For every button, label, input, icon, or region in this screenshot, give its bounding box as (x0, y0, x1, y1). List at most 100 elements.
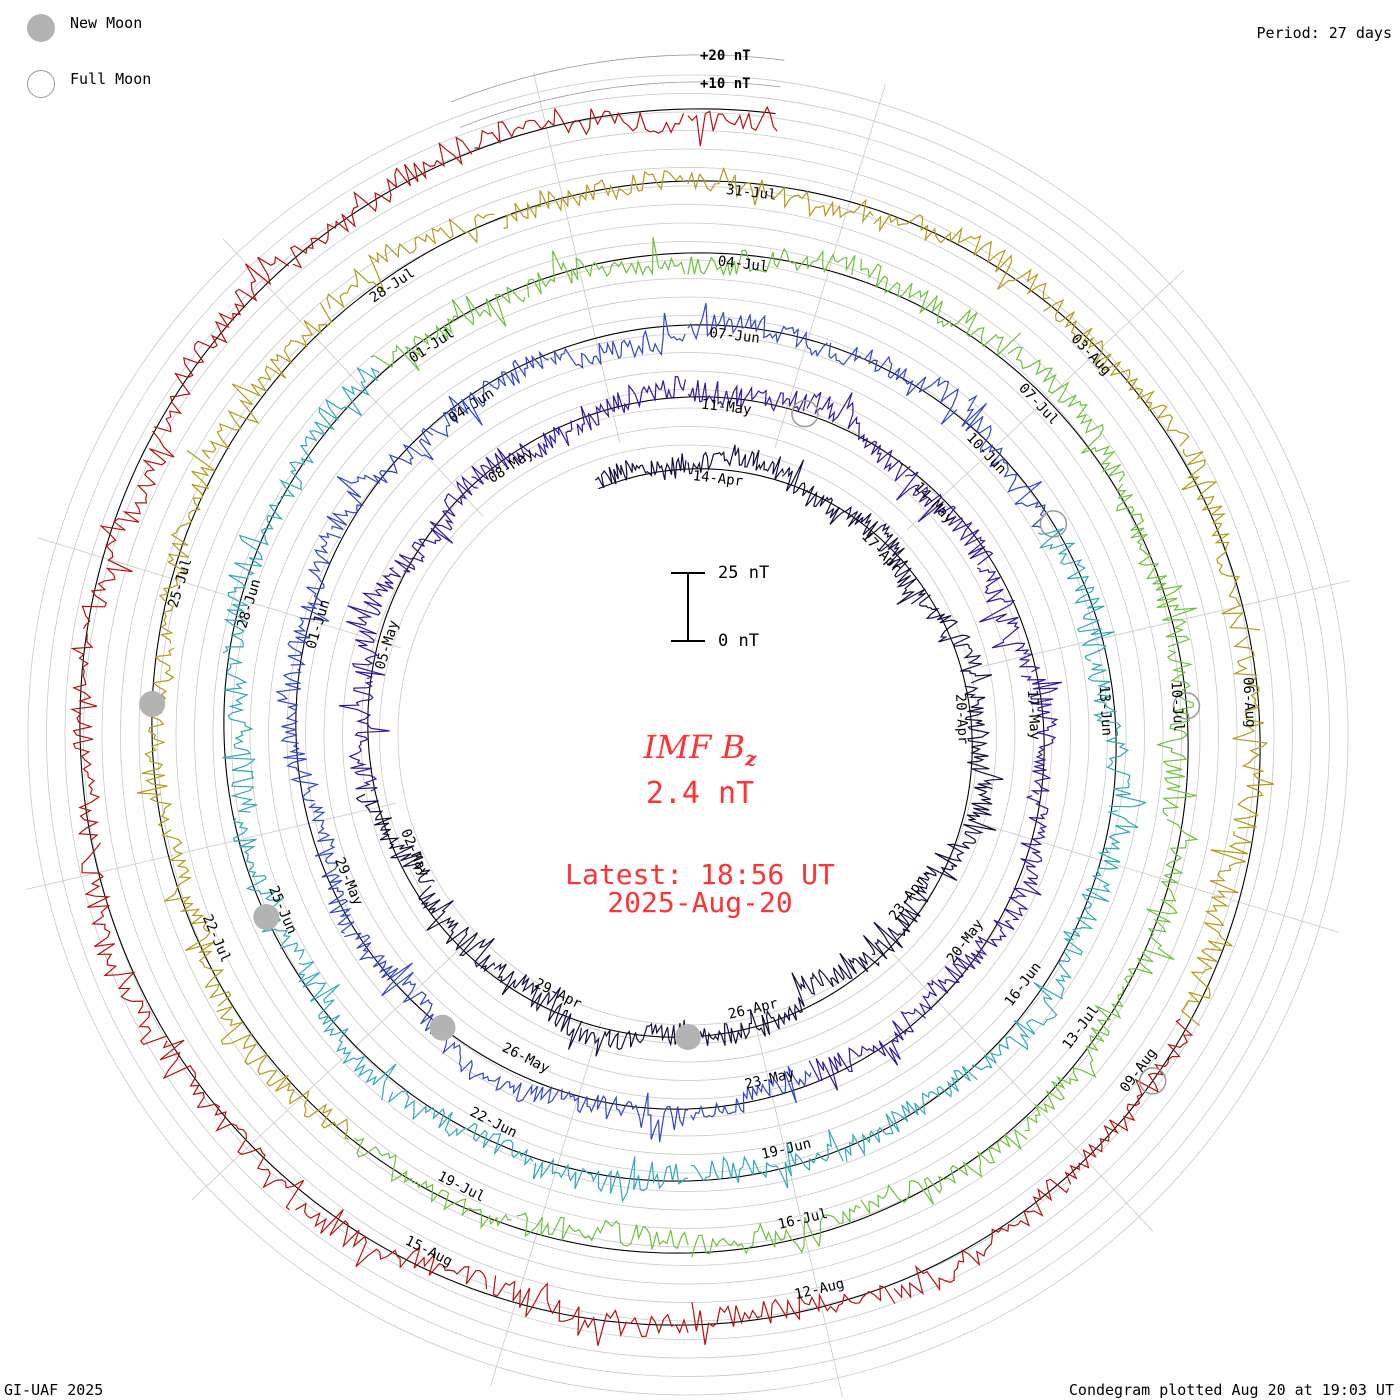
date-label: 17-May (1024, 689, 1043, 740)
grid-ring (249, 296, 1127, 1174)
date-label: 11-May (700, 397, 752, 419)
bz-trace-segment (1020, 675, 1063, 795)
bz-trace-segment (961, 394, 1046, 529)
grid-ring (101, 148, 1275, 1322)
grid-spoke (774, 84, 886, 449)
full-moon-marker (791, 399, 819, 428)
bz-trace-segment (691, 1129, 844, 1189)
date-label: 01-Jun (303, 598, 333, 651)
bz-trace-segment (1180, 831, 1252, 1027)
bz-trace-segment (295, 1202, 488, 1289)
bz-trace-group (70, 105, 1275, 1346)
moon-phase-markers (139, 399, 1201, 1095)
bz-trace-segment (896, 471, 994, 566)
bz-trace-segment (594, 453, 687, 489)
latest-time: Latest: 18:56 UT (565, 858, 835, 891)
bz-trace-segment (1087, 663, 1148, 808)
bz-trace-segment (503, 169, 685, 230)
grid-ring (194, 241, 1182, 1229)
latest-date: 2025-Aug-20 (607, 886, 793, 919)
grid-spoke (533, 72, 621, 443)
bz-trace-segment (806, 391, 911, 482)
date-label: 09-Aug (1117, 1045, 1160, 1095)
grid-ring (286, 333, 1090, 1137)
reference-level-10 (460, 81, 781, 128)
grid-ring (138, 185, 1238, 1285)
date-label: 19-Jun (760, 1136, 813, 1163)
new-moon-marker (253, 904, 280, 930)
bz-trace-segment (474, 107, 685, 149)
new-moon-marker (429, 1014, 456, 1041)
grid-rings (27, 74, 1349, 1396)
bz-trace-segment (355, 793, 435, 883)
bz-trace-segment (1232, 635, 1275, 829)
new-moon-marker (675, 1024, 701, 1050)
bz-trace-segment (287, 532, 342, 666)
current-value: 2.4 nT (645, 776, 755, 811)
bz-trace-segment (1024, 985, 1125, 1132)
grid-spoke (906, 269, 1185, 531)
grid-ring (83, 130, 1293, 1340)
bz-trace-segment (873, 213, 1050, 300)
bz-trace-segment (70, 633, 101, 841)
date-label: 04-Jul (717, 253, 769, 275)
full-moon-marker (1138, 1067, 1167, 1095)
bz-trace-segment (828, 342, 959, 425)
bz-trace-segment (338, 681, 390, 792)
grid-spoke (490, 1021, 602, 1386)
grid-ring (27, 74, 1349, 1396)
grid-ring (212, 259, 1164, 1211)
bz-trace-segment (441, 1028, 560, 1104)
bz-trace-segment (307, 803, 355, 934)
bz-trace-segment (1063, 810, 1139, 956)
scale-bar (671, 572, 705, 642)
bz-trace-segment (971, 951, 1072, 1071)
bz-trace-segment (388, 1090, 534, 1167)
bz-trace-segment (893, 1178, 1070, 1299)
bz-trace-segment (326, 427, 434, 530)
date-label: 10-Jul (1168, 681, 1187, 732)
bz-trace-segment (925, 786, 997, 881)
bz-trace-segment (862, 872, 930, 960)
day-spokes (25, 72, 1351, 1398)
grid-ring (64, 111, 1312, 1359)
bz-trace-segment (687, 247, 856, 277)
full-moon-marker (1039, 510, 1068, 538)
chart-title-main: IMF B (643, 728, 745, 766)
bz-trace-segment (781, 459, 872, 527)
scale-bottom-label: 0 nT (718, 631, 759, 651)
date-label: 28-Jul (367, 265, 418, 306)
bz-trace-segment (964, 685, 1004, 790)
bz-trace-segment (532, 1156, 689, 1204)
bz-trace-segment (918, 919, 1015, 1014)
period-label: Period: 27 days (1256, 24, 1392, 42)
bz-trace-segment (862, 519, 926, 606)
grid-ring (46, 93, 1330, 1377)
date-label: 20-Apr (952, 693, 971, 744)
bz-trace-segment (159, 1039, 305, 1211)
bz-trace-segment (576, 375, 687, 436)
date-label: 07-Jun (709, 325, 761, 347)
full-moon-marker (1172, 692, 1201, 720)
bz-trace-segment (788, 951, 880, 1021)
bz-trace-segment (81, 842, 167, 1046)
bz-trace-segment (1181, 448, 1261, 631)
bz-trace-segment (418, 885, 496, 973)
bz-trace-segment (394, 475, 478, 573)
grid-ring (323, 370, 1053, 1100)
grid-ring (305, 352, 1071, 1118)
bz-trace-segment (578, 1019, 689, 1057)
ref-level-20-label: +20 nT (700, 48, 751, 64)
bz-trace-segment (1064, 1018, 1194, 1185)
bz-trace-segment (232, 817, 305, 960)
bz-trace-segment (687, 105, 778, 147)
bz-trace-segment (222, 502, 284, 654)
new-moon-icon (27, 14, 55, 42)
bz-trace-segment (136, 647, 175, 829)
legend-full-moon-label: Full Moon (70, 70, 152, 88)
new-moon-marker (139, 690, 166, 717)
reference-level-20 (450, 54, 785, 103)
grid-spoke (222, 238, 484, 517)
bz-trace-segment (808, 1007, 927, 1091)
bz-trace-segment (1116, 483, 1197, 648)
